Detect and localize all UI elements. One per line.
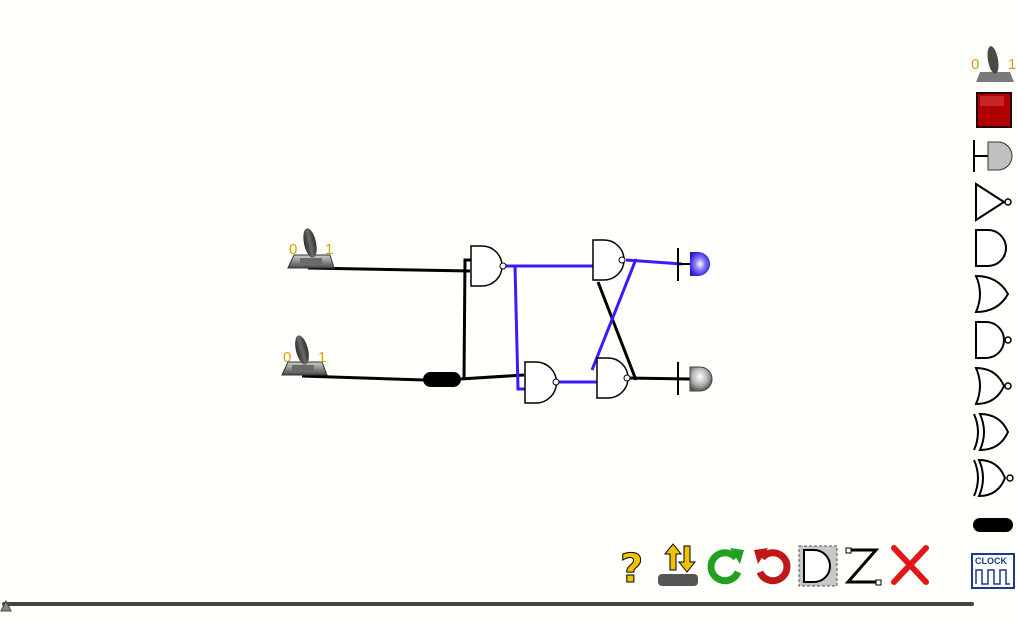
- nand-gate-2[interactable]: [524, 361, 560, 404]
- palette-or-gate[interactable]: [970, 272, 1016, 316]
- help-button[interactable]: ?: [610, 540, 654, 591]
- wire-cross-to-gate3[interactable]: [596, 281, 638, 381]
- toggle-switch-a[interactable]: 0 1: [287, 227, 335, 269]
- delete-button[interactable]: [888, 540, 932, 590]
- zoom-slider[interactable]: [0, 596, 975, 614]
- select-gate-icon: [798, 545, 838, 587]
- nand-gate-3[interactable]: [592, 239, 626, 281]
- wire-switch-a-to-gate1[interactable]: [307, 266, 471, 273]
- bottom-toolbar: ?: [610, 540, 945, 595]
- delete-icon: [891, 545, 929, 585]
- led-qbar[interactable]: [677, 362, 713, 395]
- palette-switch-off-label: 0: [971, 56, 979, 73]
- help-label: ?: [620, 546, 643, 590]
- wire-junction-vertical[interactable]: [462, 258, 471, 379]
- redo-button[interactable]: [704, 540, 748, 590]
- palette-xnor-gate[interactable]: [970, 456, 1016, 500]
- palette-switch-on-label: 1: [1008, 56, 1016, 73]
- nand-gate-1[interactable]: [470, 245, 507, 287]
- wire-cross-to-gate4[interactable]: [590, 258, 638, 371]
- wire-buffer-to-gate2[interactable]: [459, 373, 525, 381]
- circuit-svg: 0 1 0 1: [281, 227, 713, 404]
- wire-gate1-to-gate2[interactable]: [513, 265, 525, 391]
- select-gate-button[interactable]: [796, 540, 840, 590]
- palette-xor-gate[interactable]: [970, 410, 1016, 454]
- palette-not-gate[interactable]: [970, 180, 1016, 224]
- palette-clock[interactable]: CLOCK: [970, 550, 1016, 594]
- wires-high[interactable]: [505, 258, 683, 391]
- draw-wire-button[interactable]: [842, 540, 886, 590]
- import-export-icon: [658, 543, 698, 586]
- toggle-switch-b[interactable]: 0 1: [281, 334, 328, 376]
- palette-nand-gate[interactable]: [970, 318, 1016, 362]
- redo-icon: [707, 548, 744, 585]
- palette-nor-gate[interactable]: [970, 364, 1016, 408]
- circuit-canvas[interactable]: 0 1 0 1: [0, 0, 960, 617]
- switch-a-off-label: 0: [289, 241, 297, 258]
- palette-buffer[interactable]: [970, 506, 1016, 550]
- draw-wire-icon: [844, 547, 882, 586]
- import-export-button[interactable]: [656, 540, 700, 590]
- wires-low[interactable]: [301, 258, 691, 382]
- nand-gate-4[interactable]: [596, 357, 631, 399]
- undo-icon: [754, 548, 791, 585]
- palette-toggle-switch[interactable]: 0 1: [970, 42, 1016, 86]
- buffer-gate[interactable]: [423, 372, 461, 387]
- switch-a-on-label: 1: [325, 241, 333, 258]
- switch-b-on-label: 1: [318, 349, 326, 366]
- switch-b-off-label: 0: [283, 349, 291, 366]
- palette-and-gate[interactable]: [970, 226, 1016, 270]
- palette-clock-label: CLOCK: [975, 556, 1007, 566]
- palette-push-button[interactable]: [970, 88, 1016, 132]
- help-icon: ?: [620, 546, 644, 591]
- led-q[interactable]: [677, 248, 710, 281]
- slider-thumb[interactable]: [0, 599, 12, 612]
- component-palette: 0 1: [960, 0, 1017, 617]
- wire-switch-b-to-buffer[interactable]: [301, 374, 425, 382]
- undo-button[interactable]: [750, 540, 794, 590]
- palette-led[interactable]: [970, 134, 1016, 178]
